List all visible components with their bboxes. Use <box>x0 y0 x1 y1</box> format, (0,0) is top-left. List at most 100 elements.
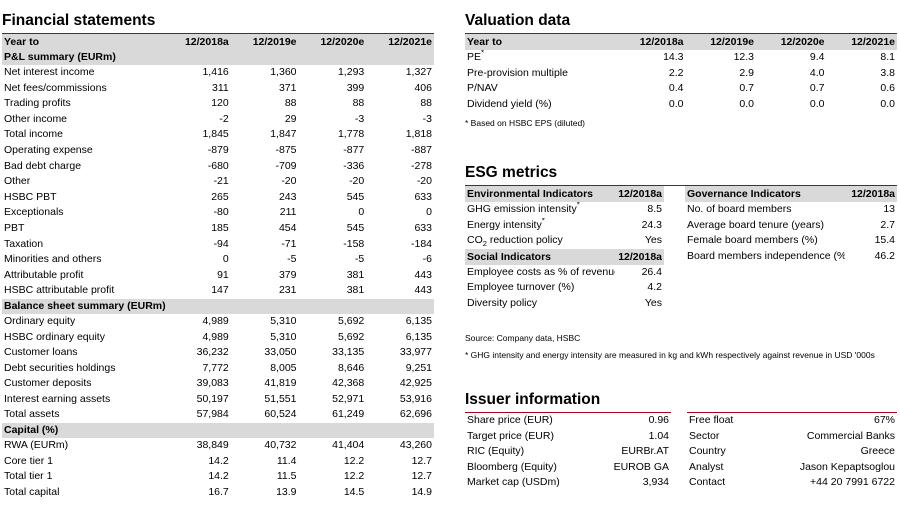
table-row: Pre-provision multiple 2.2 2.9 4.0 3.8 <box>465 66 897 82</box>
row-label: Free float <box>689 414 734 426</box>
row-value: 406 <box>414 81 432 94</box>
table-row: Female board members (%) 15.4 <box>685 233 897 249</box>
row-value: 4,989 <box>202 314 229 327</box>
row-value: 13.9 <box>276 485 297 498</box>
row-value: 33,050 <box>264 346 297 359</box>
indicator-group-title: Social Indicators <box>465 248 615 265</box>
row-value: 0 <box>426 206 432 219</box>
row-value: 231 <box>278 284 297 297</box>
row-label: Exceptionals <box>4 206 64 219</box>
column-header: 12/2020e <box>756 34 827 50</box>
section-header-row: P&L summary (EURm) <box>2 50 434 65</box>
row-value: 0.0 <box>809 97 825 110</box>
row-value: 211 <box>279 206 297 219</box>
row-label-text: Pre-provision multiple <box>467 66 568 79</box>
row-label: Other income <box>4 112 68 125</box>
table-row: Operating expense -879 -875 -877 -887 <box>2 143 434 159</box>
column-header: 12/2018a <box>615 34 686 50</box>
row-value: 50,197 <box>196 392 229 405</box>
row-value: 381 <box>346 284 365 297</box>
row-value: 29 <box>284 112 297 125</box>
table-row: Board members independence (%) 46.2 <box>685 249 897 265</box>
row-value: 14.2 <box>208 470 229 483</box>
row-label: Customer loans <box>4 346 78 359</box>
title-rule <box>687 412 897 413</box>
column-header: 12/2018a <box>845 186 897 202</box>
indicator-group-title: Governance Indicators <box>685 186 845 202</box>
row-value: 91 <box>217 268 229 281</box>
row-value: -21 <box>213 175 229 188</box>
row-label-text: Employee turnover (%) <box>467 281 575 294</box>
table-row: Net fees/commissions 311 371 399 406 <box>2 81 434 97</box>
row-label-text: PE <box>467 51 482 63</box>
table-row: RIC (Equity) EURBr.AT <box>465 444 671 460</box>
row-label: Pre-provision multiple <box>465 66 615 82</box>
row-value: 443 <box>414 268 432 281</box>
esg-header-row: Governance Indicators 12/2018a <box>685 186 897 202</box>
table-row: Free float 67% <box>687 413 897 429</box>
column-header: 12/2018a <box>163 34 231 50</box>
row-label: Target price (EUR) <box>467 429 554 442</box>
row-value: 13 <box>883 203 895 215</box>
row-value: 0.0 <box>668 97 684 110</box>
financial-statements-title: Financial statements <box>2 12 156 29</box>
row-value: 1,845 <box>202 128 229 141</box>
financial-statements-table: Year to 12/2018a 12/2019e 12/2020e 12/2021e P… <box>2 34 434 500</box>
row-label-text: CO <box>467 234 483 247</box>
year-to-header: Year to <box>2 34 163 50</box>
table-row: Taxation -94 -71 -158 -184 <box>2 237 434 253</box>
row-value: -6 <box>422 253 432 266</box>
row-value: 5,310 <box>270 314 297 327</box>
row-value: 88 <box>284 97 297 110</box>
table-row: Energy intensity* 24.3 <box>465 218 664 234</box>
table-row: RWA (EURm) 38,849 40,732 41,404 43,260 <box>2 438 434 454</box>
row-value: 454 <box>278 221 297 234</box>
row-label: CO2 reduction policy <box>465 233 615 249</box>
table-row: GHG emission intensity* 8.5 <box>465 202 664 218</box>
row-value: 14.5 <box>343 485 365 498</box>
row-value: 12.7 <box>411 454 432 467</box>
esg-source: Source: Company data, HSBC <box>465 333 581 343</box>
row-value: 311 <box>212 81 229 94</box>
table-row: Target price (EUR) 1.04 <box>465 429 671 445</box>
row-label: Analyst <box>689 460 724 473</box>
table-row: Ordinary equity 4,989 5,310 5,692 6,135 <box>2 314 434 330</box>
row-value: 1,360 <box>270 66 297 78</box>
row-value: 26.4 <box>641 265 662 278</box>
section-title: P&L summary (EURm) <box>2 50 434 65</box>
row-value: 120 <box>211 97 229 110</box>
row-label: Energy intensity* <box>465 218 615 234</box>
subscript: 2 <box>482 239 487 249</box>
valuation-title: Valuation data <box>465 12 571 29</box>
row-value: 11.4 <box>276 454 297 467</box>
row-value: 399 <box>346 81 365 94</box>
table-row: Attributable profit 91 379 381 443 <box>2 268 434 284</box>
esg-header-row: Social Indicators 12/2018a <box>465 248 664 265</box>
row-label-text: Employee costs as % of revenues <box>467 265 615 278</box>
section-title: Balance sheet summary (EURm) <box>2 298 434 314</box>
row-value: 0.7 <box>739 82 754 95</box>
table-row: Net interest income 1,416 1,360 1,293 1,327 <box>2 65 434 81</box>
issuer-title: Issuer information <box>465 391 601 408</box>
row-label: Core tier 1 <box>4 454 54 467</box>
row-value: 41,819 <box>264 377 297 390</box>
table-row: Interest earning assets 50,197 51,551 52,97… <box>2 392 434 408</box>
row-value: 7,772 <box>202 361 229 374</box>
table-row: Total assets 57,984 60,524 61,249 62,696 <box>2 407 434 423</box>
row-value: -887 <box>410 143 432 156</box>
row-label: Bad debt charge <box>4 159 82 172</box>
row-value: 16.7 <box>208 485 229 498</box>
row-value: 0 <box>222 253 229 266</box>
column-header: 12/2021e <box>826 34 897 50</box>
row-value: 1.04 <box>648 429 669 442</box>
row-value: -709 <box>275 159 297 172</box>
table-row: Employee costs as % of revenues 26.4 <box>465 265 664 281</box>
row-value: 1,416 <box>202 66 229 78</box>
table-row: Other income -2 29 -3 -3 <box>2 112 434 128</box>
row-value: -158 <box>343 237 365 250</box>
row-value: -875 <box>275 143 297 156</box>
issuer-panel: Issuer information Share price (EUR) 0.96… <box>465 391 897 512</box>
row-label: Average board tenure (years) <box>685 218 845 234</box>
row-label: HSBC attributable profit <box>4 284 115 297</box>
row-value: 4,989 <box>202 330 229 343</box>
